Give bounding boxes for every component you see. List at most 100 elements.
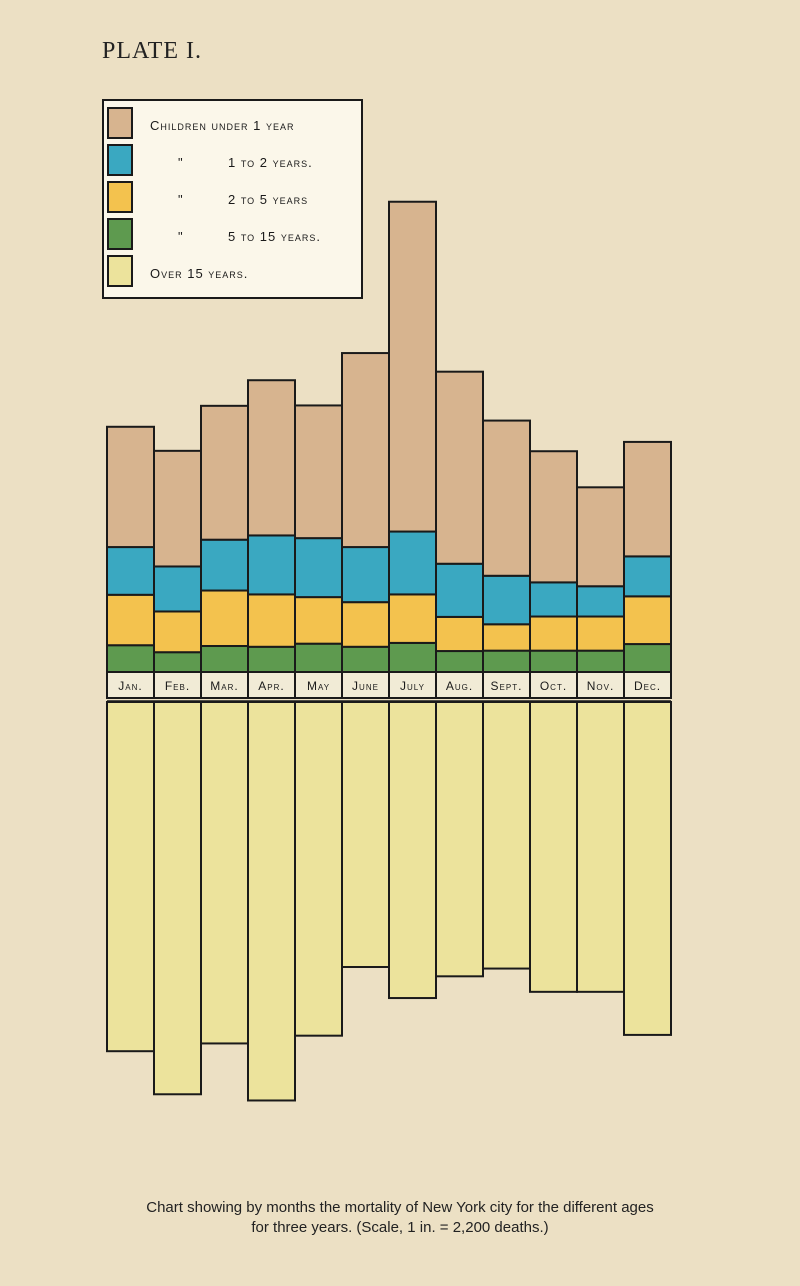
bar-2-to-5-years-feb (153, 610, 202, 654)
month-label-jan: Jan. (118, 679, 142, 693)
bar-over-15-years-oct (529, 701, 578, 993)
bar-children-under-1-year-aug (435, 370, 484, 565)
month-cell-july (388, 671, 437, 699)
bar-2-to-5-years-june (341, 601, 390, 648)
month-label-may: May (307, 679, 330, 693)
bar-2-to-5-years-jan (106, 593, 155, 647)
bar-5-to-15-years-nov (576, 649, 625, 673)
month-label-july: July (400, 679, 425, 693)
bar-2-to-5-years-apr (247, 593, 296, 648)
caption-line-1: Chart showing by months the mortality of… (146, 1199, 654, 1216)
legend-box (102, 99, 363, 299)
bar-2-to-5-years-sept (482, 623, 531, 652)
bar-2-to-5-years-dec (623, 595, 672, 646)
bar-1-to-2-years-oct (529, 581, 578, 618)
legend: Children under 1 year " 1 to 2 years. " 2 to… (102, 99, 363, 299)
bar-children-under-1-year-nov (576, 486, 625, 588)
month-label-sept: Sept. (491, 679, 523, 693)
bar-1-to-2-years-dec (623, 555, 672, 598)
month-label-dec: Dec. (634, 679, 661, 693)
month-label-feb: Feb. (165, 679, 190, 693)
bar-1-to-2-years-apr (247, 534, 296, 596)
month-label-mar: Mar. (210, 679, 238, 693)
bar-over-15-years-mar (200, 701, 249, 1045)
upper-bars (106, 200, 672, 674)
month-cell-dec (623, 671, 672, 699)
bar-5-to-15-years-sept (482, 649, 531, 673)
bar-1-to-2-years-july (388, 530, 437, 596)
bar-2-to-5-years-aug (435, 615, 484, 653)
bar-2-to-5-years-mar (200, 589, 249, 648)
legend-swatch-2 (107, 144, 133, 176)
legend-swatch-1 (107, 107, 133, 139)
bar-1-to-2-years-aug (435, 562, 484, 618)
bar-over-15-years-aug (435, 701, 484, 978)
bar-over-15-years-dec (623, 701, 672, 1036)
bar-1-to-2-years-may (294, 537, 343, 599)
month-label-apr: Apr. (258, 679, 284, 693)
bar-2-to-5-years-oct (529, 615, 578, 652)
bar-children-under-1-year-feb (153, 449, 202, 568)
legend-swatch-3 (107, 181, 133, 213)
month-cell-aug (435, 671, 484, 699)
bar-1-to-2-years-june (341, 546, 390, 604)
bar-over-15-years-july (388, 701, 437, 1000)
bar-over-15-years-june (341, 701, 390, 969)
bar-children-under-1-year-sept (482, 419, 531, 577)
bar-over-15-years-nov (576, 701, 625, 993)
legend-label-5: Over 15 years. (150, 266, 248, 281)
bar-5-to-15-years-june (341, 645, 390, 674)
legend-swatch-5 (107, 255, 133, 287)
bar-5-to-15-years-dec (623, 643, 672, 674)
lower-bars (106, 701, 672, 1102)
bar-5-to-15-years-july (388, 641, 437, 674)
bar-5-to-15-years-apr (247, 645, 296, 674)
chart-caption: Chart showing by months the mortality of… (40, 1198, 760, 1238)
bar-children-under-1-year-apr (247, 379, 296, 537)
bar-1-to-2-years-mar (200, 538, 249, 592)
bar-over-15-years-feb (153, 701, 202, 1096)
legend-ditto-2: " (178, 155, 184, 170)
bar-2-to-5-years-nov (576, 615, 625, 652)
bar-1-to-2-years-nov (576, 585, 625, 618)
legend-label-3: 2 to 5 years (228, 192, 308, 207)
bar-over-15-years-sept (482, 701, 531, 970)
month-label-oct: Oct. (540, 679, 567, 693)
bar-children-under-1-year-mar (200, 404, 249, 541)
bar-2-to-5-years-july (388, 593, 437, 644)
bar-5-to-15-years-feb (153, 651, 202, 673)
bar-5-to-15-years-mar (200, 645, 249, 674)
bar-children-under-1-year-july (388, 200, 437, 533)
bar-5-to-15-years-aug (435, 650, 484, 673)
bar-over-15-years-may (294, 701, 343, 1037)
plate-title: PLATE I. (102, 38, 202, 64)
bar-children-under-1-year-dec (623, 440, 672, 558)
month-label-row: Jan. Feb. Mar. Apr. May June July Aug. Sept. Oct.… (106, 671, 672, 702)
legend-ditto-3: " (178, 192, 184, 207)
bar-1-to-2-years-sept (482, 574, 531, 626)
legend-ditto-4: " (178, 229, 184, 244)
month-label-aug: Aug. (446, 679, 473, 693)
legend-label-2: 1 to 2 years. (228, 155, 313, 170)
bar-children-under-1-year-jan (106, 425, 155, 549)
legend-label-4: 5 to 15 years. (228, 229, 321, 244)
month-label-june: June (352, 679, 379, 693)
month-cell-sept (482, 671, 531, 699)
month-label-nov: Nov. (587, 679, 615, 693)
bar-over-15-years-jan (106, 701, 155, 1053)
bar-children-under-1-year-june (341, 352, 390, 549)
bar-5-to-15-years-may (294, 642, 343, 674)
bar-children-under-1-year-may (294, 404, 343, 540)
bar-5-to-15-years-jan (106, 644, 155, 674)
bar-children-under-1-year-oct (529, 450, 578, 584)
caption-line-2: for three years. (Scale, 1 in. = 2,200 d… (251, 1219, 549, 1236)
month-cell-mar (200, 671, 249, 699)
month-cell-jan (106, 671, 155, 699)
legend-label-1: Children under 1 year (150, 118, 294, 133)
bar-over-15-years-apr (247, 701, 296, 1102)
bar-1-to-2-years-jan (106, 546, 155, 596)
legend-swatch-4 (107, 218, 133, 250)
bar-1-to-2-years-feb (153, 565, 202, 613)
bar-2-to-5-years-may (294, 596, 343, 645)
